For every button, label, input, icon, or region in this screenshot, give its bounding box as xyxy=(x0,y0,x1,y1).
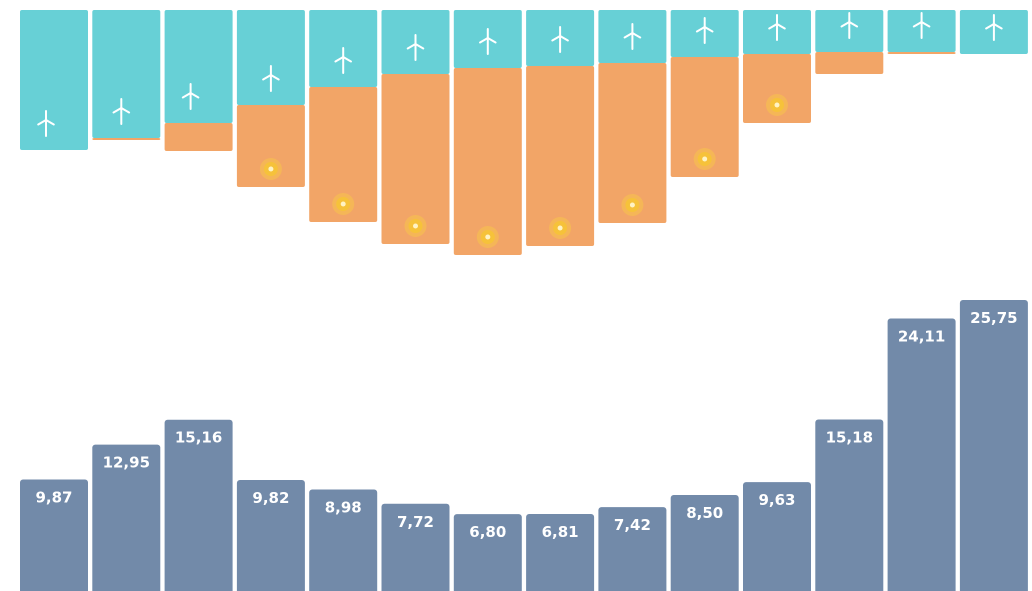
wind-bar-3 xyxy=(165,10,233,123)
sun-icon xyxy=(549,217,571,239)
price-value-label: 24,11 xyxy=(898,328,945,346)
price-value-label: 8,98 xyxy=(325,499,362,517)
price-value-label: 9,82 xyxy=(252,489,289,507)
price-value-label: 9,63 xyxy=(758,491,795,509)
price-value-label: 7,72 xyxy=(397,513,434,531)
price-value-label: 8,50 xyxy=(686,504,723,522)
solar-bar-13 xyxy=(888,52,956,54)
solar-bar-3 xyxy=(165,123,233,151)
price-value-label: 12,95 xyxy=(103,454,150,472)
wind-bar-2 xyxy=(92,10,160,138)
price-value-label: 6,80 xyxy=(469,523,506,541)
price-value-label: 9,87 xyxy=(35,488,72,506)
sun-icon xyxy=(332,193,354,215)
price-bar-14 xyxy=(960,300,1028,591)
price-value-label: 15,18 xyxy=(826,428,873,446)
price-value-label: 6,81 xyxy=(542,523,579,541)
sun-icon xyxy=(405,215,427,237)
sun-icon xyxy=(477,226,499,248)
price-value-label: 15,16 xyxy=(175,429,222,447)
sun-icon xyxy=(621,194,643,216)
price-value-label: 25,75 xyxy=(970,309,1017,327)
solar-bar-2 xyxy=(92,138,160,140)
wind-bar-1 xyxy=(20,10,88,150)
sun-icon xyxy=(260,158,282,180)
top-stacked-chart xyxy=(20,10,1028,255)
price-bar-13 xyxy=(888,319,956,591)
sun-icon xyxy=(766,94,788,116)
solar-bar-12 xyxy=(815,52,883,74)
bottom-bar-chart: 9,87 12,95 15,16 9,82 8,98 7,72 6,80 6,81 7,42 8,… xyxy=(20,300,1028,591)
price-value-label: 7,42 xyxy=(614,516,651,534)
sun-icon xyxy=(694,148,716,170)
